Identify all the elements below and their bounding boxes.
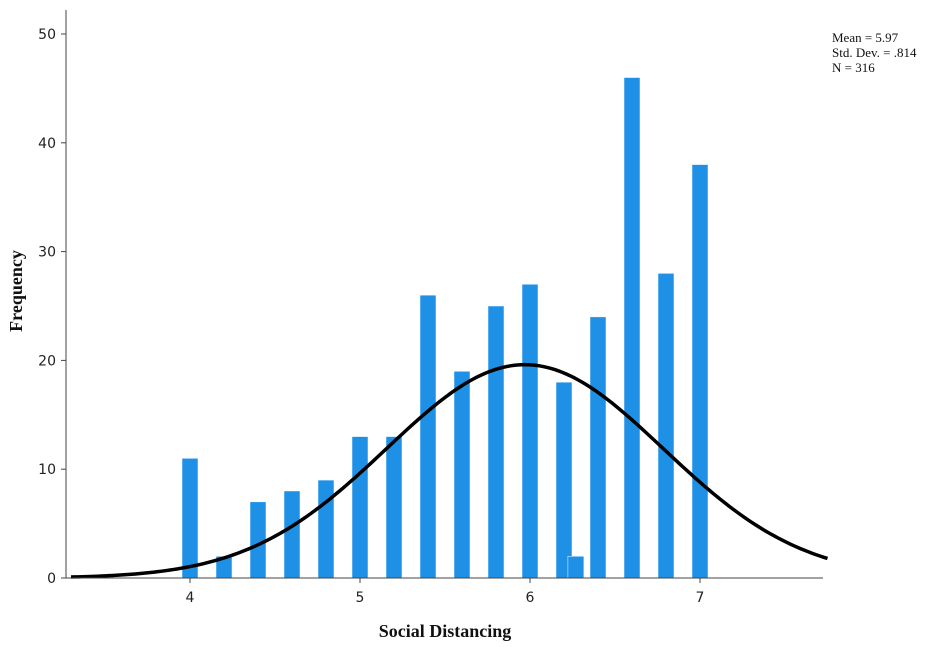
- histogram-bar: [555, 381, 573, 579]
- x-axis-title: Social Distancing: [379, 621, 512, 641]
- histogram-bar: [181, 458, 199, 579]
- stats-n: N = 316: [832, 60, 875, 75]
- y-tick-label: 40: [38, 136, 56, 152]
- bars-group: [181, 77, 709, 579]
- histogram-bar: [419, 294, 437, 579]
- histogram-bar: [589, 316, 607, 579]
- y-tick-label: 0: [47, 571, 56, 587]
- normal-curve: [70, 362, 829, 579]
- histogram-bar: [453, 371, 471, 579]
- histogram-bar: [691, 164, 709, 579]
- x-tick-label: 7: [696, 590, 705, 606]
- histogram-bar: [385, 436, 403, 579]
- stats-std-dev: Std. Dev. = .814: [832, 45, 917, 60]
- y-axis-title: Frequency: [6, 250, 26, 332]
- x-ticks-group: 4 5 6 7: [186, 578, 705, 606]
- y-tick-label: 50: [38, 27, 56, 43]
- x-tick-label: 4: [186, 590, 195, 606]
- histogram-bar: [623, 77, 641, 579]
- histogram-bar: [521, 283, 539, 579]
- stats-box: Mean = 5.97 Std. Dev. = .814 N = 316: [832, 30, 917, 75]
- histogram-bar: [567, 555, 585, 579]
- histogram-bar: [657, 273, 675, 579]
- histogram-bar: [487, 305, 505, 579]
- y-tick-label: 30: [38, 245, 56, 261]
- y-ticks-group: 0 10 20 30 40 50: [38, 27, 66, 587]
- histogram-bar: [283, 490, 301, 579]
- stats-mean: Mean = 5.97: [832, 30, 899, 45]
- x-tick-label: 6: [526, 590, 535, 606]
- y-tick-label: 20: [38, 353, 56, 369]
- histogram-bar: [317, 479, 335, 579]
- x-tick-label: 5: [356, 590, 365, 606]
- histogram-bar: [351, 436, 369, 579]
- y-tick-label: 10: [38, 462, 56, 478]
- histogram-bar: [249, 501, 267, 579]
